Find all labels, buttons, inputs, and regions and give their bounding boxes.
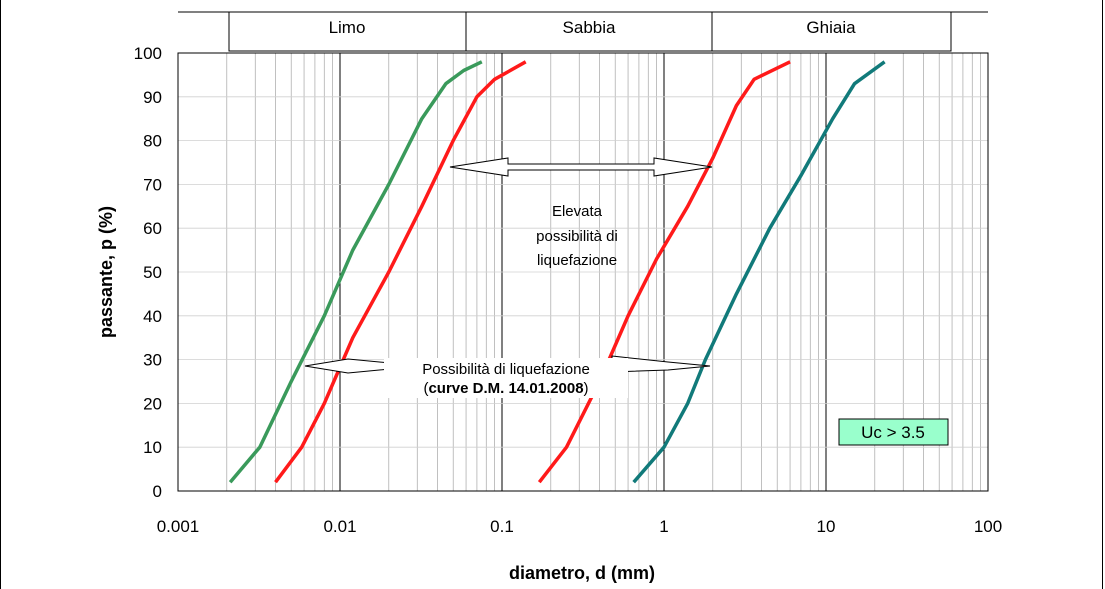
chart-grid xyxy=(177,52,989,492)
y-tick-label: 0 xyxy=(153,482,162,501)
annotation-possibilita-line1: Possibilità di liquefazione xyxy=(422,361,590,378)
annotation-decree-reference: curve D.M. 14.01.2008 xyxy=(428,380,583,397)
y-tick-label: 50 xyxy=(143,263,162,282)
zone-label-limo: Limo xyxy=(329,18,366,37)
zone-cell-ghiaia xyxy=(711,11,952,52)
x-tick-label: 0.001 xyxy=(157,517,200,536)
series-line-3 xyxy=(537,60,791,484)
uc-badge-label: Uc > 3.5 xyxy=(861,423,925,442)
annotation-paren-close: ) xyxy=(584,380,589,397)
y-tick-label: 20 xyxy=(143,394,162,413)
y-tick-label: 30 xyxy=(143,351,162,370)
annotation-elevata-line2: possibilità di xyxy=(536,228,618,245)
x-tick-label: 0.01 xyxy=(323,517,356,536)
y-tick-label: 90 xyxy=(143,88,162,107)
y-tick-label: 80 xyxy=(143,132,162,151)
axis-ticks: 0.001 0.01 0.1 1 10 100 0 10 20 30 40 50 60 70 80 90 100 xyxy=(134,44,1003,536)
plot-area-border xyxy=(177,52,989,492)
zone-label-ghiaia: Ghiaia xyxy=(806,18,856,37)
frame-left-border xyxy=(0,0,1,589)
annotation-arrows xyxy=(304,157,713,374)
chart-series xyxy=(228,60,886,484)
x-tick-label: 10 xyxy=(817,517,836,536)
series-line-4 xyxy=(632,60,886,484)
zone-header: Limo Sabbia Ghiaia xyxy=(178,11,988,52)
zone-label-sabbia: Sabbia xyxy=(563,18,616,37)
x-tick-label: 1 xyxy=(659,517,668,536)
x-tick-label: 100 xyxy=(974,517,1002,536)
annotation-elevata-line3: liquefazione xyxy=(537,252,617,269)
annotation-elevata-line1: Elevata xyxy=(552,203,603,220)
annotation-possibilita-line2: (curve D.M. 14.01.2008) xyxy=(423,380,588,397)
y-tick-label: 60 xyxy=(143,219,162,238)
y-tick-label: 70 xyxy=(143,175,162,194)
annotation-possibilita-background xyxy=(384,358,628,398)
uc-badge xyxy=(838,418,949,446)
y-tick-label: 100 xyxy=(134,44,162,63)
x-tick-label: 0.1 xyxy=(490,517,514,536)
series-line-2 xyxy=(274,60,527,484)
y-tick-label: 10 xyxy=(143,438,162,457)
frame-right-border xyxy=(1102,0,1103,589)
x-axis-title: diametro, d (mm) xyxy=(509,563,655,583)
y-axis-title: passante, p (%) xyxy=(96,206,116,338)
series-line-1 xyxy=(228,60,483,484)
double-arrow-icon xyxy=(449,157,713,177)
annotation-paren-open: ( xyxy=(423,380,428,397)
y-tick-label: 40 xyxy=(143,307,162,326)
